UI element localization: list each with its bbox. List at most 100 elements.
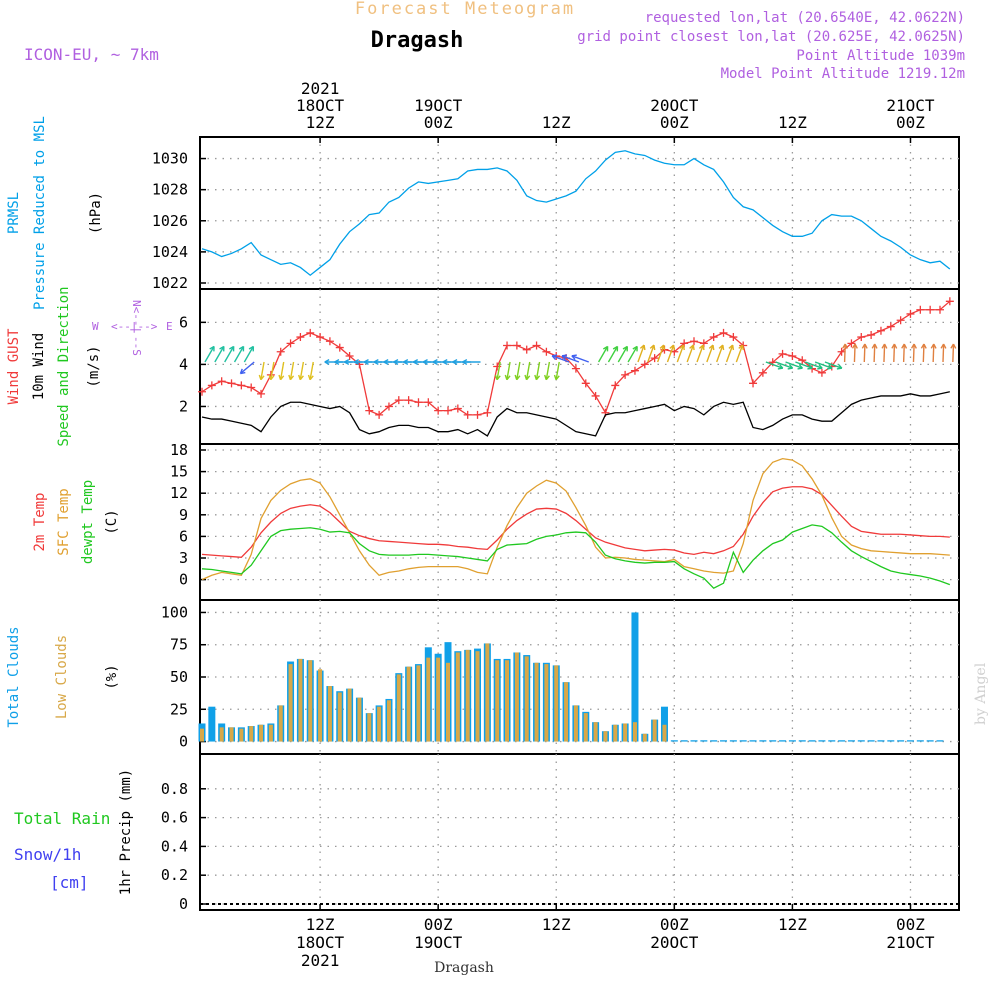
low-cloud-bar	[455, 652, 460, 742]
panel-wind: 2 4 6 Wind GUST 10m Wind Speed and Direction (…	[6, 286, 960, 447]
total-cloud-bar	[857, 740, 865, 742]
wind-arrow	[561, 355, 580, 363]
wind-arrow	[627, 346, 638, 363]
low-cloud-bar	[318, 669, 323, 742]
gust-marker	[217, 377, 226, 386]
wind-arrow-head	[268, 374, 275, 381]
low-cloud-bar	[219, 727, 224, 742]
gust-marker	[817, 368, 826, 377]
forecast-title: Forecast Meteogram	[355, 0, 575, 19]
gust-marker	[857, 333, 866, 342]
wind-arrow-head	[344, 358, 350, 366]
time-label: 20OCT	[650, 96, 699, 115]
wind-arrow-head	[861, 343, 868, 349]
total-cloud-bar	[670, 740, 678, 742]
gust-marker	[276, 347, 285, 356]
gust-marker	[542, 347, 551, 356]
wind-arrow	[496, 361, 501, 380]
low-cloud-bar	[495, 660, 500, 742]
total-cloud-bar	[788, 740, 796, 742]
compass-e: E	[166, 320, 173, 333]
wind-arrow-head	[698, 344, 705, 351]
y-tick-label: 15	[170, 463, 188, 481]
compass-arrows: <--|-->	[111, 320, 158, 333]
footer-location: Dragash	[434, 960, 494, 976]
wind-arrow-head	[219, 345, 225, 352]
wind-arrow-head	[669, 344, 676, 351]
series-line-wind-gust	[201, 300, 951, 416]
wind-arrow-head	[632, 345, 638, 352]
gust-marker	[237, 381, 246, 390]
low-cloud-bar	[278, 705, 283, 742]
low-cloud-bar	[308, 660, 313, 742]
wind-arrow	[243, 346, 254, 363]
total-cloud-bar	[631, 612, 639, 742]
series-line-prmsl	[201, 150, 951, 277]
wind-arrow-head	[930, 343, 937, 349]
total-cloud-bar	[808, 740, 816, 742]
panel-clouds: 0 25 50 75 100 Total Clouds Low Clouds (%)	[6, 599, 960, 755]
gust-marker	[916, 305, 925, 314]
low-cloud-bar	[327, 686, 332, 742]
low-cloud-bar	[416, 665, 421, 742]
wind-arrow	[239, 361, 255, 375]
y-tick-label: 100	[161, 603, 188, 621]
low-cloud-bar	[564, 682, 569, 742]
gust-marker	[306, 328, 315, 337]
wind-arrow	[617, 346, 628, 363]
gust-marker	[640, 360, 649, 369]
panel-temperature: 0 3 6 9 12 15 18 2m Temp SFC Temp dewpt Temp (C)	[32, 441, 960, 601]
wind-arrow-head	[807, 363, 813, 370]
time-label: 12Z	[542, 915, 571, 934]
low-cloud-bar	[396, 674, 401, 742]
wind-arrow-head	[353, 358, 360, 366]
time-label: 12Z	[778, 113, 807, 132]
low-cloud-bar	[239, 728, 244, 742]
low-cloud-bar	[603, 731, 608, 742]
time-label: 2021	[301, 951, 340, 970]
wind-arrow	[555, 361, 560, 380]
gust-marker	[227, 379, 236, 388]
y-axis-label: dewpt Temp	[80, 480, 96, 564]
wind-arrow-head	[836, 363, 843, 370]
wind-arrow-head	[708, 344, 715, 351]
low-cloud-bar	[505, 660, 510, 742]
low-cloud-bar	[200, 728, 204, 742]
gust-marker	[483, 408, 492, 417]
wind-arrow	[883, 343, 886, 363]
wind-arrow-head	[422, 358, 428, 366]
wind-arrow-head	[229, 345, 235, 352]
y-tick-label: 1030	[152, 150, 188, 168]
gust-marker	[414, 398, 423, 407]
panel-frame	[199, 753, 960, 911]
total-cloud-bar	[828, 740, 836, 742]
wind-arrow-head	[373, 358, 379, 366]
panel-precip: 0 0.2 0.4 0.6 0.8 1hr Precip (mm) Total Rain Sn…	[14, 753, 960, 913]
total-cloud-bar	[690, 740, 698, 742]
wind-arrow-head	[258, 374, 265, 381]
low-cloud-bar	[642, 733, 647, 742]
model-altitude: Model Point Altitude 1219.12m	[721, 66, 965, 82]
gust-marker	[788, 351, 797, 360]
wind-arrow-head	[602, 345, 609, 352]
time-label: 00Z	[896, 113, 925, 132]
wind-arrow	[824, 361, 843, 369]
gust-marker	[581, 379, 590, 388]
wind-arrow	[725, 344, 734, 363]
wind-arrow-head	[248, 345, 255, 352]
y-axis-label: 2m Temp	[32, 492, 48, 551]
gust-marker	[926, 305, 935, 314]
time-label: 21OCT	[886, 96, 935, 115]
wind-arrow-head	[239, 368, 246, 375]
wind-arrow-head	[639, 344, 646, 351]
y-axis-label: Pressure Reduced to MSL	[32, 116, 48, 310]
wind-arrow-head	[950, 343, 957, 349]
wind-arrow-head	[679, 344, 685, 351]
gust-marker	[375, 410, 384, 419]
wind-arrow	[516, 361, 521, 380]
wind-arrow	[545, 361, 551, 380]
total-cloud-bar	[877, 740, 885, 742]
wind-arrow	[214, 346, 225, 363]
gust-marker	[906, 309, 915, 318]
